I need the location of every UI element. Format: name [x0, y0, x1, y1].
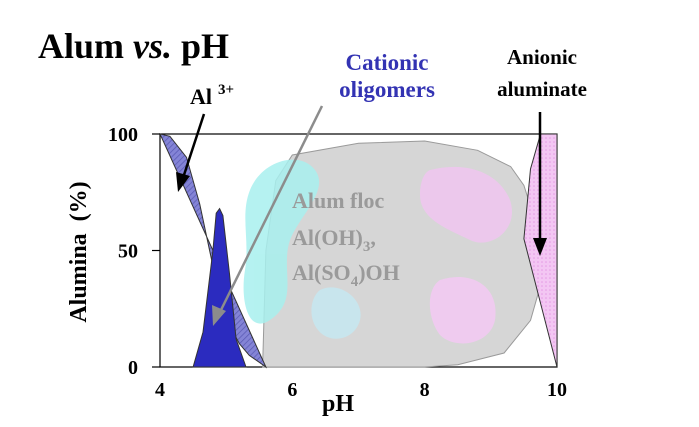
- chart-title: Alum vs. pH: [38, 26, 229, 66]
- floc-label: Alum floc Al(OH)3, Al(SO4)OH: [292, 188, 400, 290]
- region-oligomers: [192, 207, 247, 368]
- annotation-oligomers: oligomers: [339, 77, 435, 102]
- y-axis-label: Alumina (%): [66, 181, 92, 322]
- x-axis-ticks: 4 6 8 10: [155, 379, 567, 401]
- annotation-cationic: Cationic: [345, 50, 428, 75]
- title-part-c: pH: [172, 26, 229, 66]
- x-tick-label: 6: [287, 379, 297, 401]
- floc-texture: [243, 159, 512, 344]
- annotation-aluminate: aluminate: [497, 77, 587, 101]
- arrow-oligomers: [212, 105, 324, 326]
- x-axis-label: pH: [322, 391, 354, 417]
- annotation-anionic: Anionic: [507, 45, 577, 69]
- floc-label-line2: Al(OH)3,: [292, 225, 376, 255]
- y-tick-label: 100: [108, 124, 138, 146]
- title-part-b: vs.: [133, 26, 172, 66]
- x-tick-label: 8: [420, 379, 430, 401]
- floc-label-line1: Alum floc: [292, 188, 385, 213]
- y-tick-label: 50: [118, 241, 138, 263]
- caption-fragment: [40, 420, 600, 427]
- arrow-aluminate: [533, 112, 547, 256]
- y-axis-ticks: 0 50 100: [108, 124, 160, 379]
- y-tick-label: 0: [128, 357, 138, 379]
- annotation-al3: Al 3+: [190, 82, 234, 109]
- title-part-a: Alum: [38, 26, 133, 66]
- floc-label-line3: Al(SO4)OH: [292, 260, 400, 290]
- arrow-al3: [176, 113, 206, 192]
- x-tick-label: 4: [155, 379, 165, 401]
- x-tick-label: 10: [547, 379, 567, 401]
